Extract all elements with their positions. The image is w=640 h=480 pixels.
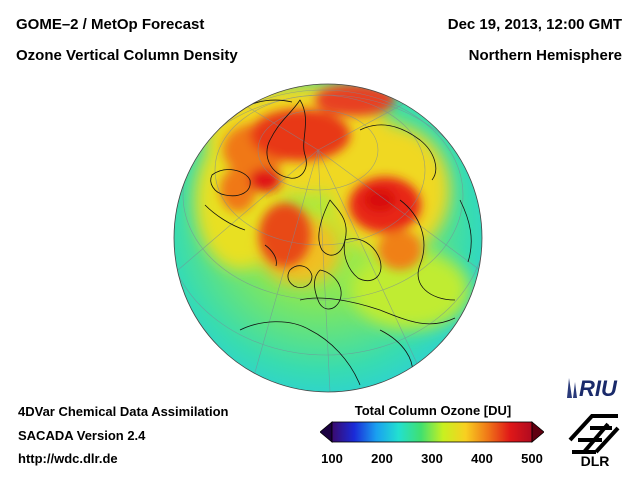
riu-logo: RIU [567, 376, 618, 401]
colorbar-tick-label: 300 [421, 451, 443, 466]
svg-text:DLR: DLR [581, 453, 610, 468]
colorbar-gradient [331, 421, 533, 443]
quantity-title: Ozone Vertical Column Density [16, 47, 238, 64]
method-label: 4DVar Chemical Data Assimilation [18, 404, 229, 419]
dlr-logo: DLR [568, 414, 620, 468]
website-link[interactable]: http://wdc.dlr.de [18, 451, 118, 466]
colorbar-high-arrow [531, 421, 544, 443]
version-label: SACADA Version 2.4 [18, 428, 146, 443]
forecast-date: Dec 19, 2013, 12:00 GMT [447, 16, 622, 33]
colorbar-low-arrow [320, 421, 333, 443]
colorbar-tick-label: 100 [321, 451, 343, 466]
colorbar [320, 421, 544, 443]
svg-text:RIU: RIU [579, 376, 618, 401]
colorbar-tick-label: 500 [521, 451, 543, 466]
colorbar-tick-label: 200 [371, 451, 393, 466]
region-label: Northern Hemisphere [468, 47, 622, 64]
colorbar-tick-label: 400 [471, 451, 493, 466]
product-title: GOME–2 / MetOp Forecast [16, 16, 205, 33]
colorbar-title: Total Column Ozone [DU] [354, 403, 512, 418]
